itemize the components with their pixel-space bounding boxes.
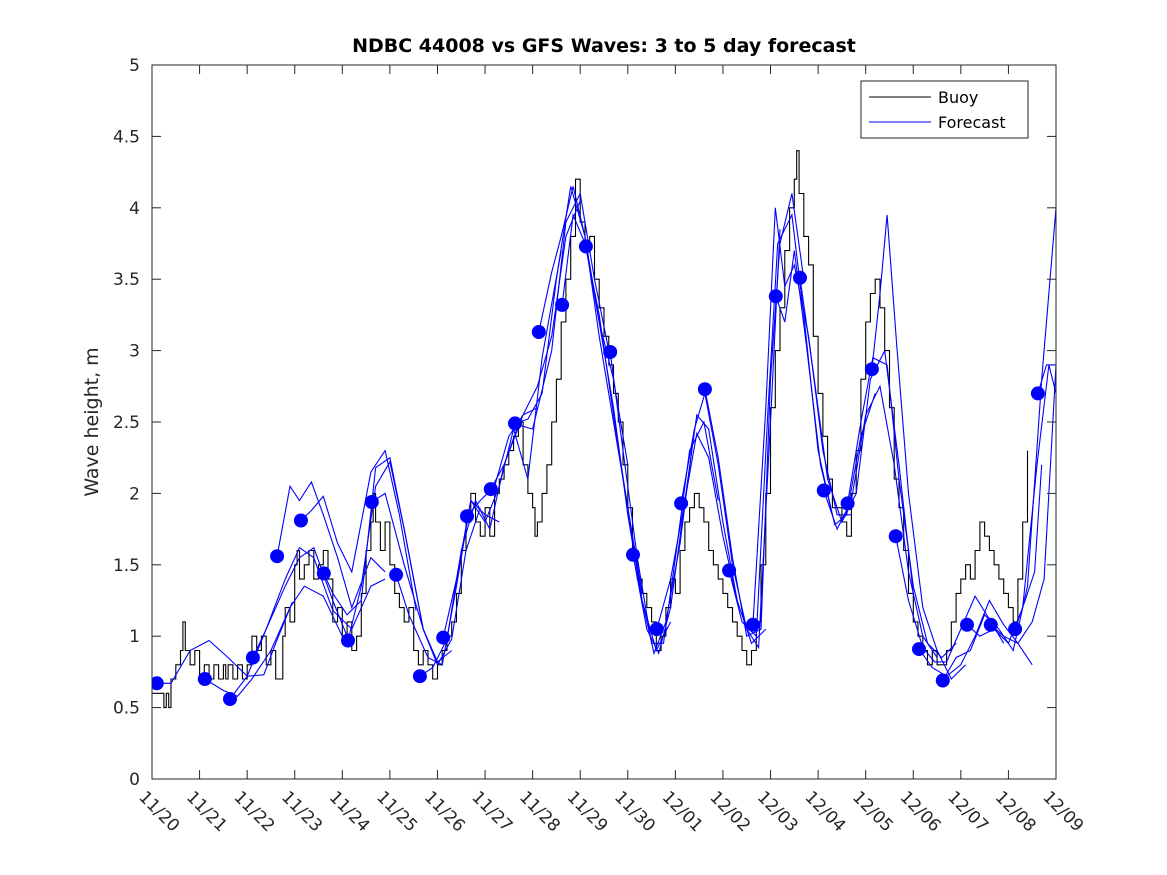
forecast-start-marker-26 xyxy=(793,270,807,285)
forecast-line-27 xyxy=(823,384,938,658)
forecast-line-2 xyxy=(229,546,348,700)
forecast-start-marker-23 xyxy=(722,563,737,578)
forecast-start-marker-18 xyxy=(603,345,618,359)
forecast-line-16 xyxy=(561,212,672,653)
forecast-start-marker-32 xyxy=(935,673,950,688)
forecast-start-marker-27 xyxy=(816,483,831,498)
forecast-start-marker-2 xyxy=(223,692,237,706)
forecast-line-10 xyxy=(419,407,538,677)
forecast-line-36 xyxy=(1037,364,1056,394)
forecast-start-marker-14 xyxy=(508,416,522,431)
series-line-buoy xyxy=(152,150,1029,709)
y-tick-label: 2 xyxy=(129,484,140,504)
forecast-line-29 xyxy=(871,214,966,680)
forecast-start-marker-21 xyxy=(674,496,689,511)
forecast-start-marker-35 xyxy=(1008,622,1023,637)
y-tick-label: 2.5 xyxy=(113,413,140,433)
forecast-line-0 xyxy=(156,601,293,684)
forecast-start-marker-5 xyxy=(293,513,308,528)
y-tick-label: 4.5 xyxy=(113,127,140,147)
forecast-start-marker-4 xyxy=(270,549,285,564)
forecast-start-marker-34 xyxy=(983,617,998,632)
forecast-start-marker-16 xyxy=(555,297,570,312)
forecast-start-marker-33 xyxy=(960,617,974,632)
forecast-start-marker-22 xyxy=(697,382,712,397)
y-tick-label: 0 xyxy=(129,770,140,790)
forecast-line-8 xyxy=(371,492,481,667)
legend: Buoy Forecast xyxy=(860,80,1029,139)
forecast-line-35 xyxy=(1014,464,1043,630)
forecast-start-marker-15 xyxy=(531,325,546,339)
forecast-start-marker-6 xyxy=(316,566,331,581)
forecast-start-marker-8 xyxy=(364,495,379,509)
forecast-start-marker-0 xyxy=(152,676,164,691)
forecast-start-marker-29 xyxy=(864,362,879,377)
forecast-start-marker-19 xyxy=(626,547,640,562)
forecast-start-marker-24 xyxy=(745,617,760,632)
forecast-line-22 xyxy=(704,193,805,638)
legend-label-buoy: Buoy xyxy=(938,88,978,107)
forecast-start-marker-13 xyxy=(483,482,498,497)
forecast-start-marker-30 xyxy=(888,529,903,544)
forecast-start-marker-1 xyxy=(197,672,212,686)
forecast-line-31 xyxy=(918,599,1033,677)
y-tick-label: 3.5 xyxy=(113,270,140,290)
forecast-start-marker-20 xyxy=(649,622,664,637)
y-tick-label: 1 xyxy=(129,627,140,647)
forecast-line-32 xyxy=(942,207,1056,681)
forecast-line-34 xyxy=(990,364,1056,645)
forecast-line-11 xyxy=(442,250,562,638)
forecast-start-marker-12 xyxy=(460,509,474,524)
forecast-start-marker-17 xyxy=(578,239,593,254)
y-tick-label: 0.5 xyxy=(113,699,140,719)
forecast-line-3 xyxy=(252,546,386,658)
forecast-line-14 xyxy=(514,186,629,465)
forecast-line-18 xyxy=(609,351,719,644)
forecast-line-5 xyxy=(300,449,417,611)
y-axis-label: Wave height, m xyxy=(81,347,103,496)
forecast-start-marker-10 xyxy=(412,669,427,684)
chart-title: NDBC 44008 vs GFS Waves: 3 to 5 day fore… xyxy=(352,35,856,57)
y-tick-label: 5 xyxy=(129,56,140,76)
forecast-start-marker-11 xyxy=(436,630,451,645)
y-tick-label: 1.5 xyxy=(113,556,140,576)
forecast-line-26 xyxy=(799,277,914,594)
forecast-start-marker-7 xyxy=(341,633,355,648)
forecast-line-28 xyxy=(847,356,957,659)
forecast-start-marker-36 xyxy=(1030,386,1045,401)
y-tick-label: 4 xyxy=(129,199,140,219)
y-tick-label: 3 xyxy=(129,342,140,362)
forecast-line-7 xyxy=(347,460,453,663)
forecast-start-marker-31 xyxy=(912,642,926,657)
legend-box xyxy=(860,80,1029,139)
forecast-line-25 xyxy=(775,250,876,526)
forecast-start-marker-3 xyxy=(245,650,260,665)
forecast-start-marker-9 xyxy=(389,567,404,582)
legend-label-forecast: Forecast xyxy=(938,113,1006,132)
forecast-start-marker-28 xyxy=(840,496,855,511)
markers-layer xyxy=(152,239,1045,706)
forecast-start-marker-25 xyxy=(768,289,783,304)
plot-area xyxy=(152,65,1056,779)
